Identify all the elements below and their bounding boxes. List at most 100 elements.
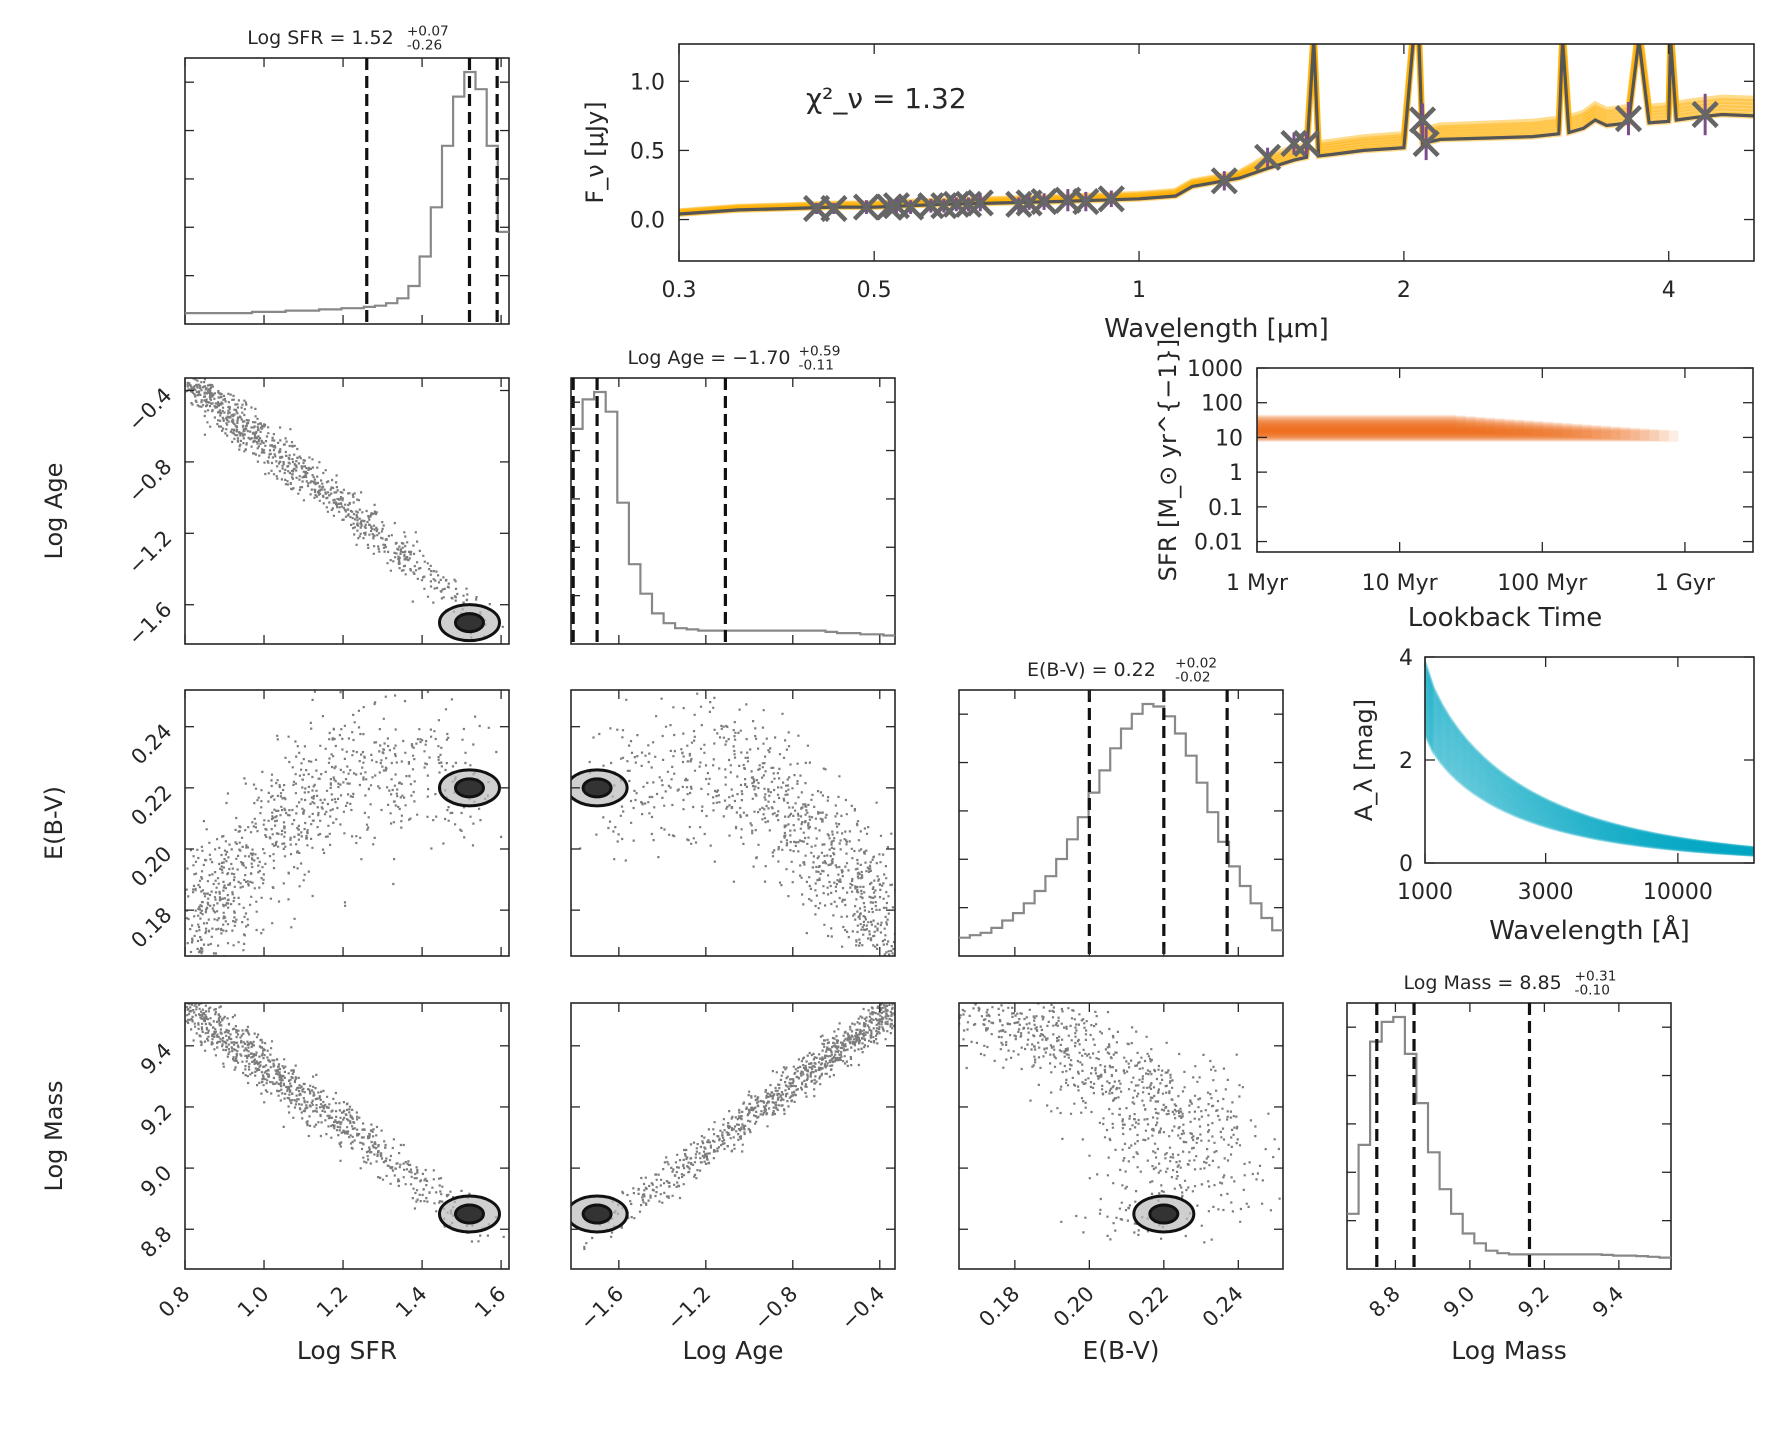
y-tick-label: 100 [1201,392,1243,417]
hist-title-logsfr-base: Log SFR = 1.52 [247,27,393,49]
scatter-panel-ebv-vs-logage [570,689,896,957]
attenuation-curve [1423,696,1755,853]
hist-title-logsfr-sub: -0.26 [407,38,442,54]
scatter-frame [184,377,510,645]
attenuation-curve [1423,686,1755,852]
density-contour-core [581,777,613,799]
attenuation-curve [1423,661,1755,849]
attenuation-curve [1423,691,1755,853]
hist-title-ebv: E(B-V) = 0.22 +0.02-0.02 [1027,655,1217,685]
x-tick-label: 8.8 [1364,1282,1405,1323]
y-axis-label: SFR [M_⊙ yr^{−1}] [1154,339,1182,582]
observed-point [1072,187,1100,216]
sfh-realization [1257,427,1631,440]
sfh-realization [1257,414,1457,432]
observed-point [1210,167,1238,195]
x-axis-logsfr: 0.8 1.0 1.2 1.4 1.6 Log SFR [154,1282,511,1365]
attenuation-curve [1423,698,1755,853]
sfh-realization [1257,416,1486,433]
x-axis-label: Wavelength [Å] [1489,914,1690,946]
y-tick-label: 0.1 [1208,496,1243,521]
attenuation-curve [1423,731,1755,857]
x-tick-label: 0.22 [1123,1282,1173,1332]
attenuation-curve [1423,718,1755,856]
y-tick-label: 0.5 [630,139,665,164]
y-tick-label: 9.4 [136,1038,177,1079]
sfh-realization [1257,429,1660,441]
model-line [679,44,1754,216]
x-tick-label: −1.2 [662,1282,715,1335]
observed-point [942,190,970,218]
observed-point [1412,129,1440,158]
sfh-realization [1257,419,1524,435]
x-tick-label: −1.6 [575,1282,628,1335]
x-axis-label: Log Mass [1451,1336,1567,1365]
x-tick-label: 100 Myr [1497,571,1588,596]
sed-plot-area [679,44,1754,223]
hist-title-logage: Log Age = −1.70 +0.59-0.11 [628,343,841,373]
x-tick-label: 1000 [1397,880,1453,905]
sfh-realization [1257,415,1467,432]
sfh-realization [1257,425,1611,439]
observed-point [852,193,881,221]
hist-title-logmass-sub: -0.10 [1575,983,1610,999]
scatter-panel-logage-vs-logsfr [184,377,510,645]
attenuation-curve [1423,713,1755,855]
sfh-realization [1257,429,1669,442]
y-axis-label: E(B-V) [40,786,68,860]
sfh-realization [1257,430,1679,442]
x-tick-label: 0.3 [662,278,697,303]
scatter-panel-logmass-vs-logsfr [184,1002,510,1270]
scatter-frame [570,689,896,957]
hist-title-logmass: Log Mass = 8.85 +0.31-0.10 [1404,968,1617,998]
hist-title-logsfr-sup: +0.07 [407,23,449,39]
hist-title-ebv-sub: -0.02 [1175,670,1210,686]
density-contour-core [453,1203,485,1225]
scatter-frame [570,1002,896,1270]
x-tick-label: 9.2 [1513,1282,1554,1323]
sfh-realization [1257,427,1640,440]
hist-panel-logage: Log Age = −1.70 +0.59-0.11 [570,343,896,645]
y-tick-label: 0.20 [126,842,176,892]
hist-frame [184,57,510,325]
x-tick-label: 1.2 [312,1282,353,1323]
attenuation-curve [1423,679,1755,851]
attenuation-curve [1423,688,1755,852]
observed-point [1292,129,1321,158]
x-tick-label: 2 [1397,278,1411,303]
sfh-realization [1257,425,1602,439]
histogram-line [571,390,895,637]
attenuation-curve [1423,728,1755,857]
sample-points [185,378,504,639]
x-axis-label: E(B-V) [1082,1336,1159,1365]
x-tick-label: 10 Myr [1362,571,1439,596]
y-tick-label: 0.24 [126,719,176,769]
density-contour-core [581,1203,613,1225]
x-axis-label: Lookback Time [1408,603,1603,633]
y-tick-label: 1000 [1187,357,1243,382]
attenuation-curve [1423,669,1755,850]
histogram-line [185,70,509,315]
sample-points [185,690,503,956]
y-tick-label: −0.8 [124,454,177,507]
x-tick-label: 0.18 [974,1282,1024,1332]
y-tick-label: −0.4 [124,383,177,436]
sfh-realization [1257,424,1592,438]
x-tick-label: 10000 [1643,880,1713,905]
hist-title-logmass-sup: +0.31 [1575,968,1617,984]
density-contour-core [453,777,485,799]
x-tick-label: 1 Gyr [1655,571,1716,596]
x-tick-label: 1.4 [391,1282,432,1323]
y-tick-label: −1.2 [124,526,177,579]
attenuation-curve [1423,733,1755,857]
attenuation-curve [1423,703,1755,854]
sfh-realization [1257,421,1553,436]
sfh-realization [1257,418,1505,434]
hist-frame [570,377,896,645]
sfh-realization [1257,423,1582,438]
x-tick-label: 9.4 [1588,1282,1629,1323]
sfh-realization [1257,420,1534,435]
sed-frame [678,43,1755,262]
hist-title-logmass-base: Log Mass = 8.85 [1404,972,1562,994]
x-tick-label: 1.6 [470,1282,511,1323]
